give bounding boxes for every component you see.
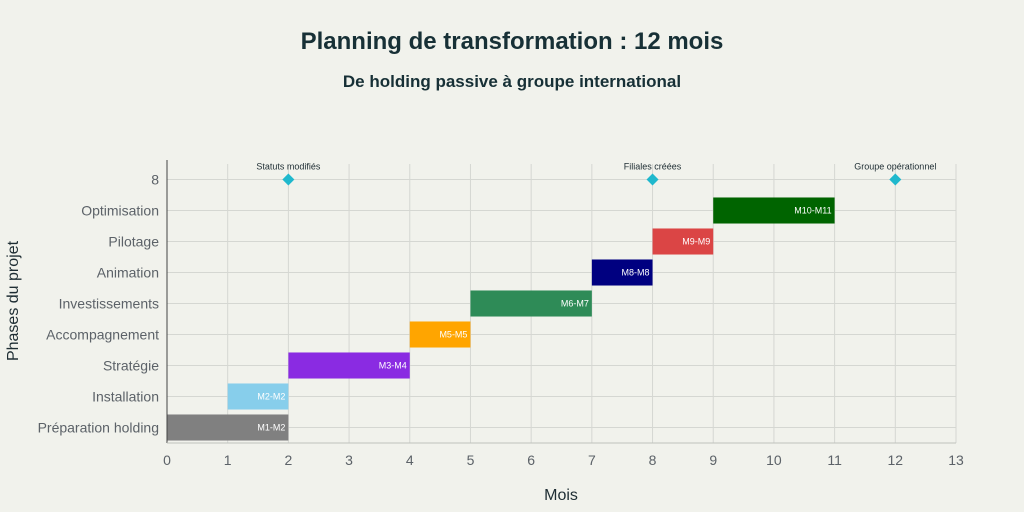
task-bar-label: M8-M8 [622,268,650,278]
milestone-marker [646,173,659,186]
x-tick-label: 1 [224,452,232,468]
x-tick-label: 12 [888,452,904,468]
x-tick-label: 7 [588,452,596,468]
milestone-label: Filiales créées [624,162,682,172]
x-tick-label: 0 [163,452,171,468]
milestone-marker [889,173,902,186]
x-axis-title: Mois [544,487,578,504]
task-bar-label: M2-M2 [257,392,285,402]
task-bar-label: M3-M4 [379,361,407,371]
bar-layer: M1-M2 M2-M2 M3-M4 M5-M5 M6-M7 M8-M8 M9-M9 M10-M… [167,162,936,441]
task-bar-label: M6-M7 [561,299,589,309]
y-category-label: Pilotage [108,234,159,250]
x-tick-label: 2 [284,452,292,468]
task-bar [713,197,835,224]
x-tick-label: 5 [467,452,475,468]
milestone-label: Statuts modifiés [256,162,321,172]
task-bar [167,414,289,441]
x-tick-label: 10 [766,452,782,468]
milestone-marker [282,173,295,186]
x-tick-label: 8 [649,452,657,468]
task-bar [288,352,410,379]
y-category-label: Optimisation [81,203,159,219]
x-tick-label: 4 [406,452,414,468]
y-category-label: Animation [97,265,159,281]
task-bar-label: M9-M9 [682,237,710,247]
task-bar-label: M1-M2 [257,423,285,433]
milestone-label: Groupe opérationnel [854,162,936,172]
y-category-label: Préparation holding [38,420,159,436]
task-bar-label: M10-M11 [794,206,831,216]
chart-title: Planning de transformation : 12 mois [300,28,724,55]
task-bar [409,321,471,348]
x-tick-label: 13 [948,452,964,468]
task-bar [652,228,714,255]
y-category-label: 8 [151,172,159,188]
chart-subtitle: De holding passive à groupe internationa… [342,72,682,91]
y-category-label: Stratégie [103,358,159,374]
task-bar [591,259,653,286]
y-category-label: Investissements [59,296,159,312]
x-tick-label: 9 [709,452,717,468]
x-tick-label: 6 [527,452,535,468]
task-bar-label: M5-M5 [439,330,467,340]
y-category-label: Accompagnement [46,327,159,343]
x-tick-label: 3 [345,452,353,468]
y-axis-title: Phases du projet [5,240,22,361]
task-bar [227,383,289,410]
task-bar [470,290,592,317]
x-tick-label: 11 [827,452,842,468]
y-category-label: Installation [92,389,159,405]
